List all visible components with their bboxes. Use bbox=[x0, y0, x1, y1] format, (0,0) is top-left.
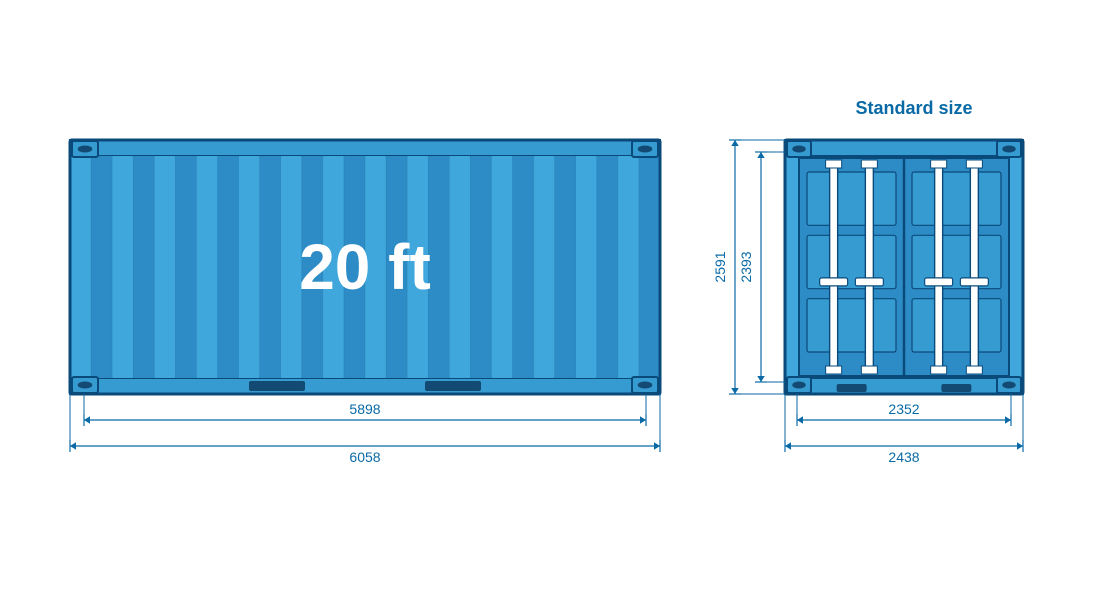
size-label: 20 ft bbox=[299, 231, 431, 303]
standard-size-title: Standard size bbox=[855, 98, 972, 118]
dim-side-outer-length: 6058 bbox=[349, 449, 380, 465]
dim-end-inner-height: 2393 bbox=[738, 251, 754, 282]
dim-end-outer-height: 2591 bbox=[712, 251, 728, 282]
end-view bbox=[785, 140, 1023, 394]
container-diagram: 20 ft 5898 6058 Standard size 2352 2438 2393 25… bbox=[0, 0, 1120, 600]
dim-end-outer-width: 2438 bbox=[888, 449, 919, 465]
dim-side-inner-length: 5898 bbox=[349, 401, 380, 417]
side-view: 20 ft bbox=[70, 140, 660, 394]
dim-end-inner-width: 2352 bbox=[888, 401, 919, 417]
